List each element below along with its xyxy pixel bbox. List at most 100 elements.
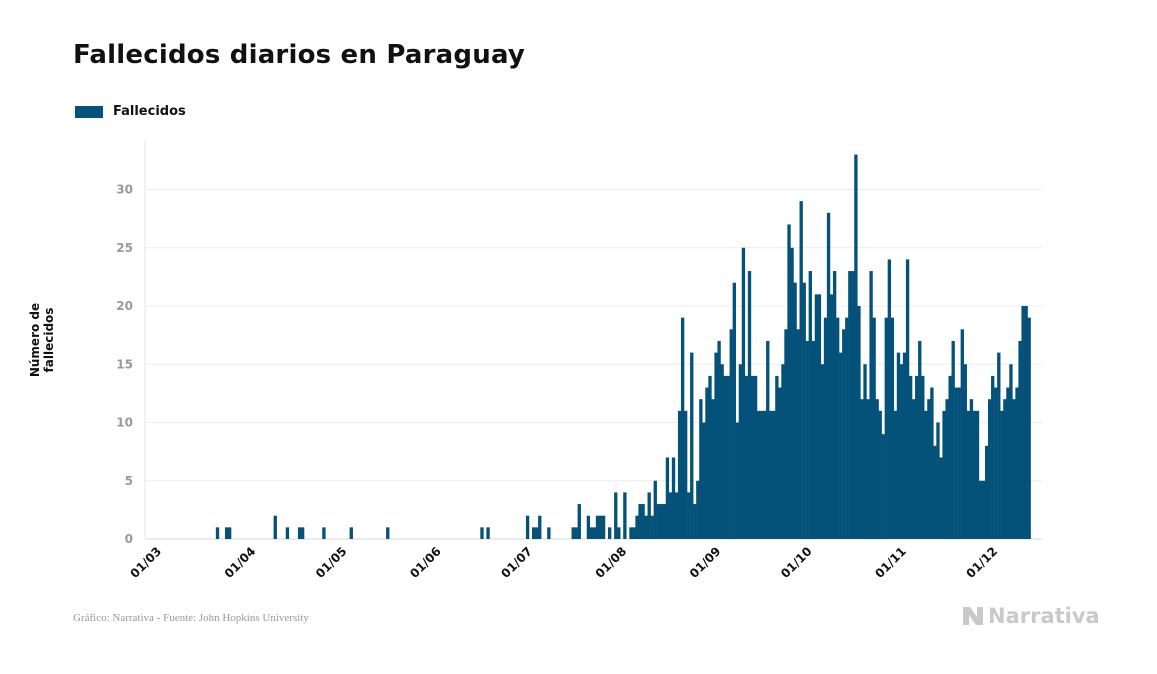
bar (696, 480, 700, 539)
bar (893, 410, 898, 539)
x-tick-label: 01/12 (964, 544, 1001, 581)
bar (273, 515, 277, 539)
bar (796, 329, 800, 539)
bar (680, 317, 685, 539)
bar (823, 317, 828, 539)
source-note: Gráfico: Narrativa - Fuente: John Hopkin… (73, 612, 309, 624)
bar (717, 340, 721, 539)
y-tick-label: 5 (125, 474, 133, 488)
bar (869, 271, 873, 539)
bar (972, 410, 977, 539)
bar (939, 457, 943, 539)
bar (829, 294, 834, 539)
bar (960, 329, 964, 539)
bar (881, 434, 885, 539)
bar (297, 527, 302, 539)
bar (589, 527, 594, 539)
bar (708, 375, 712, 539)
bar (793, 282, 797, 539)
bar (228, 527, 232, 539)
bar (601, 515, 606, 539)
y-tick-label: 15 (116, 357, 133, 371)
bar (963, 364, 968, 539)
bar (677, 410, 682, 539)
bar (224, 527, 229, 539)
bar (984, 445, 989, 539)
y-tick-label: 0 (125, 532, 133, 546)
bar (981, 480, 986, 539)
bar (723, 375, 727, 539)
brand-logo: Narrativa (962, 604, 1100, 628)
bar (623, 492, 627, 539)
x-tick-label: 01/07 (498, 544, 535, 581)
bar (805, 340, 809, 539)
legend-swatch (75, 105, 103, 118)
bar (760, 410, 764, 539)
bar (690, 352, 694, 539)
bar (480, 527, 484, 539)
bar (1012, 399, 1016, 539)
bar (741, 247, 746, 539)
bar (656, 504, 660, 539)
bar (811, 340, 816, 539)
bar (702, 422, 706, 539)
bar (951, 340, 955, 539)
bar (525, 515, 530, 539)
bar (349, 527, 353, 539)
bar (832, 271, 837, 539)
bar (1015, 387, 1019, 539)
bar (662, 504, 667, 539)
bar (948, 375, 952, 539)
bar (978, 480, 983, 539)
bar (775, 375, 779, 539)
bar (632, 527, 636, 539)
legend-label: Fallecidos (113, 104, 186, 119)
bar (744, 375, 749, 539)
bar (930, 387, 934, 539)
bar (918, 340, 922, 539)
y-tick-label: 30 (116, 183, 133, 197)
brand-name: Narrativa (988, 604, 1100, 628)
bar (763, 410, 767, 539)
x-tick-label: 01/05 (313, 544, 350, 581)
bar (720, 364, 724, 539)
bar (902, 352, 907, 539)
bar (641, 504, 645, 539)
bar (644, 515, 648, 539)
bars (215, 154, 1031, 540)
bar (814, 294, 819, 539)
bar (860, 399, 864, 539)
bar (693, 504, 697, 539)
bar (285, 527, 290, 539)
x-tick-label: 01/11 (872, 544, 909, 581)
bar (872, 317, 876, 539)
bar (1000, 410, 1004, 539)
bar (845, 317, 849, 539)
bar (905, 259, 910, 539)
bar (547, 527, 551, 539)
bar (592, 527, 597, 539)
bar (711, 399, 715, 539)
bar (921, 375, 925, 539)
x-tick-label: 01/06 (407, 544, 444, 581)
chart-title: Fallecidos diarios en Paraguay (73, 40, 526, 70)
bar (486, 527, 490, 539)
bar (598, 515, 603, 539)
bar (300, 527, 305, 539)
bar (878, 410, 882, 539)
bar (912, 399, 916, 539)
bar (650, 515, 654, 539)
bar (665, 457, 670, 539)
bar (899, 364, 904, 539)
bar (884, 317, 888, 539)
bar (1006, 387, 1010, 539)
bar (896, 352, 901, 539)
bar (787, 224, 791, 539)
bar (747, 271, 752, 539)
n-logo-icon (963, 607, 983, 625)
bar (614, 492, 618, 539)
bar (1009, 364, 1013, 539)
bar (735, 422, 740, 539)
bar (714, 352, 718, 539)
bar (942, 410, 946, 539)
